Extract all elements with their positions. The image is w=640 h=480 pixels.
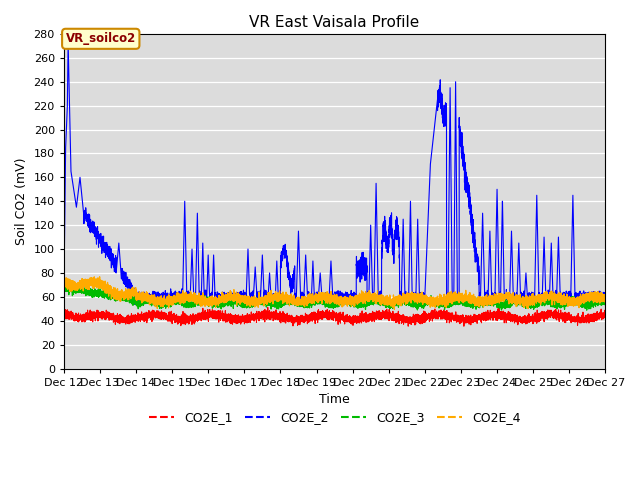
X-axis label: Time: Time (319, 393, 350, 406)
Legend: CO2E_1, CO2E_2, CO2E_3, CO2E_4: CO2E_1, CO2E_2, CO2E_3, CO2E_4 (144, 406, 525, 429)
Y-axis label: Soil CO2 (mV): Soil CO2 (mV) (15, 157, 28, 245)
Title: VR East Vaisala Profile: VR East Vaisala Profile (250, 15, 420, 30)
Text: VR_soilco2: VR_soilco2 (66, 32, 136, 45)
